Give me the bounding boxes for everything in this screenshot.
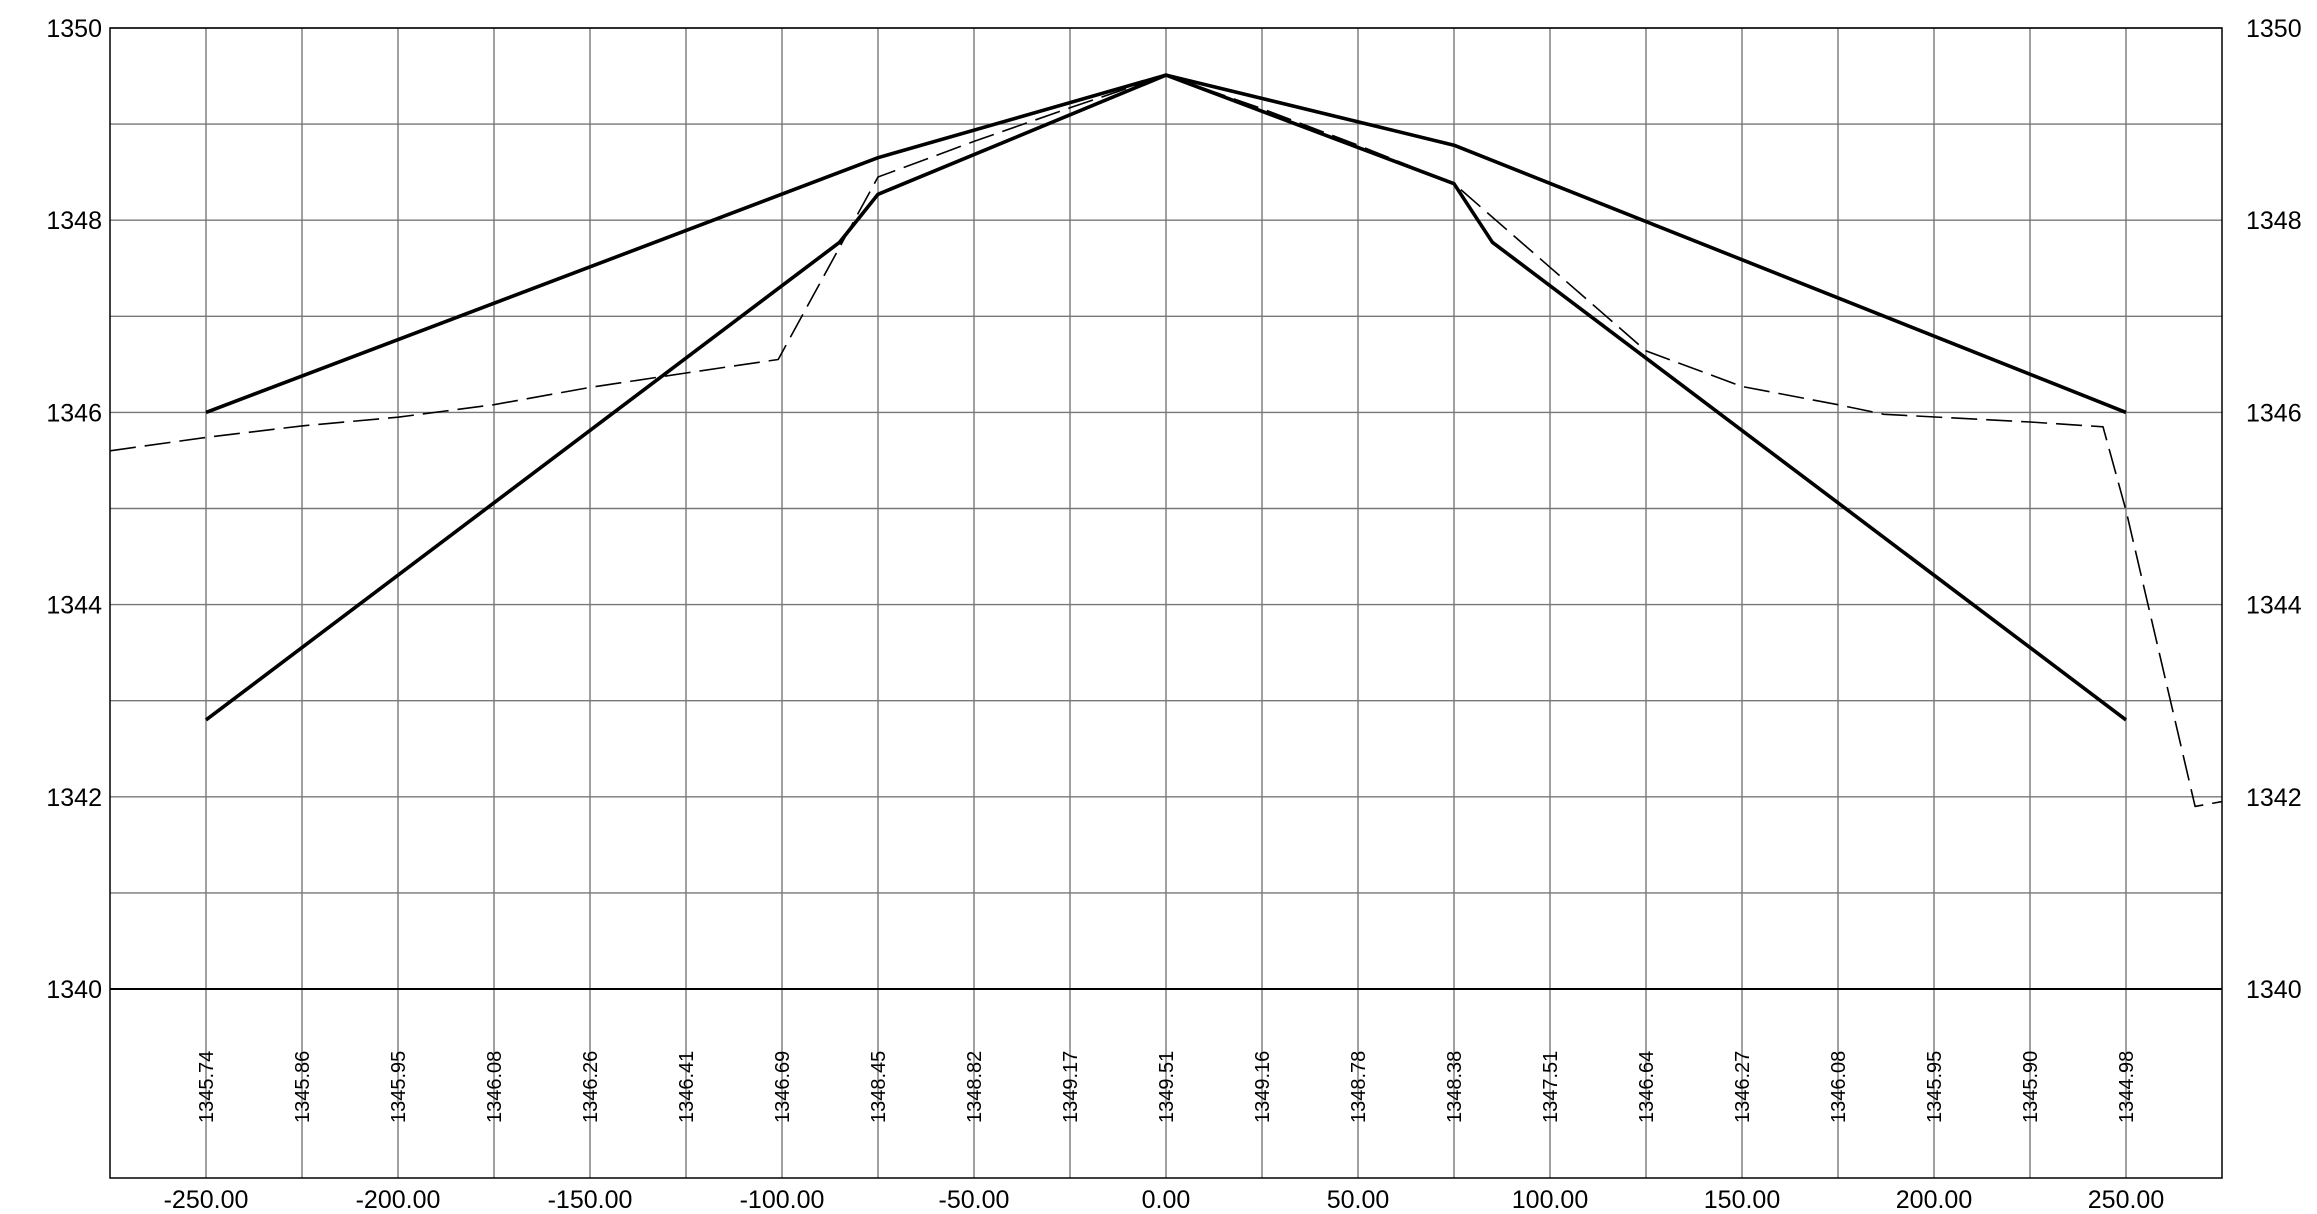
chart-frame [109,27,2223,1179]
elevation-label: 1346.26 [580,1051,602,1123]
elevation-label: 1348.45 [868,1051,890,1123]
elevation-label: 1344.98 [2116,1051,2138,1123]
x-tick-label: 150.00 [1704,1186,1780,1214]
elevation-label: 1346.41 [676,1051,698,1123]
y-tick-label-right: 1348 [2246,207,2302,235]
y-tick-label-left: 1350 [46,15,102,43]
x-tick-label: -150.00 [548,1186,633,1214]
x-tick-label: -250.00 [164,1186,249,1214]
y-tick-label-right: 1344 [2246,592,2302,620]
elevation-label: 1348.82 [964,1051,986,1123]
elevation-label: 1349.17 [1060,1051,1082,1123]
y-tick-label-left: 1344 [46,592,102,620]
y-tick-label-left: 1348 [46,207,102,235]
x-tick-label: 50.00 [1327,1186,1390,1214]
elevation-labels: 1345.74 1345.86 1345.95 1346.08 1346.26 1346.… [196,1051,2138,1123]
elevation-label: 1346.64 [1636,1051,1658,1123]
x-tick-label: 0.00 [1142,1186,1191,1214]
elevation-label: 1345.90 [2020,1051,2042,1123]
elevation-label: 1346.27 [1732,1051,1754,1123]
y-tick-label-right: 1350 [2246,15,2302,43]
y-tick-label-left: 1346 [46,399,102,427]
grid [110,27,2222,1178]
elevation-label: 1345.95 [388,1051,410,1123]
y-tick-label-left: 1342 [46,784,102,812]
x-tick-label: -50.00 [939,1186,1010,1214]
series-line-3 [109,74,2223,808]
elevation-label: 1346.69 [772,1051,794,1123]
y-tick-label-right: 1340 [2246,976,2302,1004]
x-tick-label: -200.00 [356,1186,441,1214]
y-tick-label-left: 1340 [46,976,102,1004]
plot-border [109,27,2223,1179]
elevation-label: 1349.16 [1252,1051,1274,1123]
elevation-label: 1345.74 [196,1051,218,1123]
y-tick-label-right: 1342 [2246,784,2302,812]
x-tick-label: 100.00 [1512,1186,1588,1214]
x-tick-label: 200.00 [1896,1186,1972,1214]
elevation-label: 1349.51 [1156,1051,1178,1123]
elevation-label: 1346.08 [484,1051,506,1123]
elevation-label: 1348.78 [1348,1051,1370,1123]
elevation-label: 1345.86 [292,1051,314,1123]
y-tick-label-right: 1346 [2246,399,2302,427]
elevation-label: 1346.08 [1828,1051,1850,1123]
elevation-label: 1347.51 [1540,1051,1562,1123]
x-tick-label: -100.00 [740,1186,825,1214]
elevation-label: 1348.38 [1444,1051,1466,1123]
y-tick-labels: 1340 1340 1342 1342 1344 1344 1346 1346 1348 1348… [46,15,2301,1004]
x-tick-labels: -250.00 -200.00 -150.00 -100.00 -50.00 0.00 50… [164,1186,2165,1214]
x-tick-label: 250.00 [2088,1186,2164,1214]
elevation-label: 1345.95 [1924,1051,1946,1123]
series-group [109,73,2223,808]
series-line-2 [204,73,2128,722]
